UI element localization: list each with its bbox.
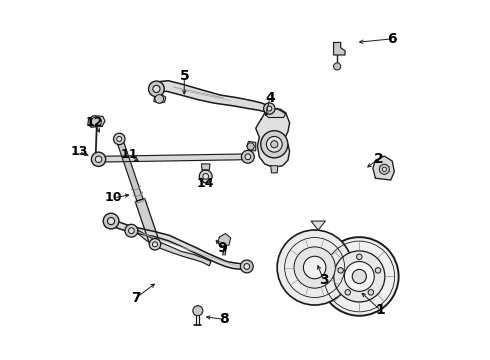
Polygon shape [311,221,325,230]
Circle shape [203,174,209,179]
Circle shape [155,95,164,103]
Circle shape [125,224,138,237]
Polygon shape [373,156,394,180]
Circle shape [264,103,275,114]
Circle shape [382,167,387,171]
Circle shape [149,239,161,250]
Circle shape [368,289,373,295]
Circle shape [242,150,254,163]
Polygon shape [256,109,290,167]
Circle shape [267,136,282,152]
Text: 11: 11 [120,148,138,162]
Circle shape [267,106,272,111]
Circle shape [128,228,134,234]
Text: 10: 10 [105,192,122,204]
Text: 6: 6 [387,32,396,46]
Circle shape [152,242,157,247]
Circle shape [261,131,288,158]
Circle shape [199,170,212,183]
Circle shape [344,261,374,291]
Circle shape [357,254,362,260]
Polygon shape [270,166,278,173]
Circle shape [375,267,381,273]
Text: 4: 4 [265,91,275,105]
Circle shape [303,256,326,279]
Circle shape [114,133,125,145]
Circle shape [379,164,390,174]
Circle shape [96,156,102,162]
Circle shape [352,269,367,284]
Circle shape [92,152,106,166]
Circle shape [270,141,278,148]
Circle shape [320,237,398,316]
Text: 9: 9 [217,241,226,255]
Text: 12: 12 [85,116,103,129]
Polygon shape [247,141,256,151]
Circle shape [245,154,251,159]
Circle shape [103,213,119,229]
Circle shape [148,81,164,97]
Polygon shape [201,164,210,170]
Circle shape [277,230,352,305]
Polygon shape [109,217,248,269]
Circle shape [117,136,122,141]
Circle shape [107,217,115,225]
Circle shape [247,143,254,150]
Text: 14: 14 [197,177,215,190]
Polygon shape [265,109,286,117]
Polygon shape [135,198,160,246]
Circle shape [92,117,101,127]
Text: 1: 1 [376,303,386,318]
Polygon shape [88,116,105,127]
Text: 5: 5 [179,69,189,84]
Circle shape [334,63,341,70]
Circle shape [153,85,160,93]
Text: 8: 8 [219,312,228,326]
Polygon shape [154,94,166,103]
Polygon shape [154,81,270,112]
Circle shape [334,251,385,302]
Polygon shape [138,230,211,266]
Text: 2: 2 [374,152,384,166]
Circle shape [241,260,253,273]
Circle shape [294,247,335,288]
Circle shape [338,267,343,273]
Polygon shape [94,154,248,162]
Polygon shape [116,138,143,201]
Polygon shape [334,42,345,55]
Text: 7: 7 [131,291,141,305]
Circle shape [244,264,249,269]
Polygon shape [218,234,231,246]
Text: 13: 13 [70,145,88,158]
Text: 3: 3 [319,273,328,287]
Circle shape [193,306,203,316]
Circle shape [345,289,350,295]
